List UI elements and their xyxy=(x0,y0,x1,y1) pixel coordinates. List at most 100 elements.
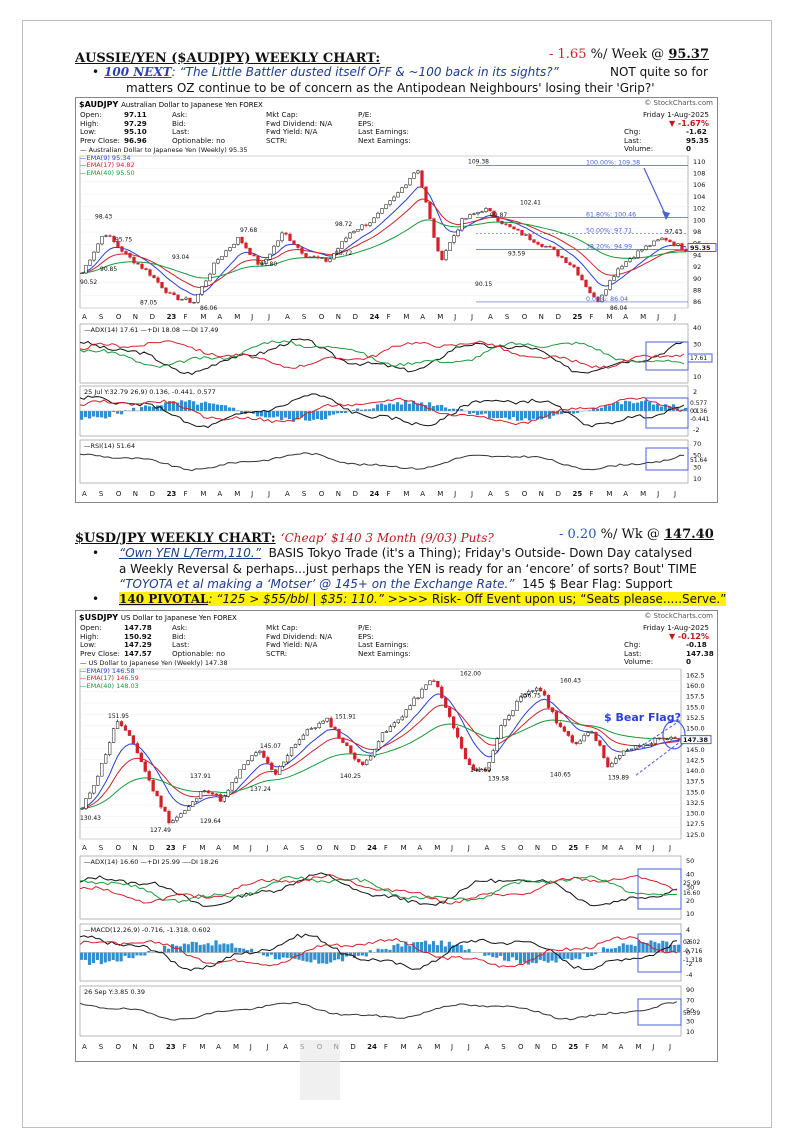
macd-histogram-bar xyxy=(120,411,124,415)
candle-body xyxy=(135,743,139,754)
quote-value: 147.29 xyxy=(124,640,152,649)
highlight-box xyxy=(637,998,682,1026)
candle-body xyxy=(668,239,672,243)
macd-histogram-bar xyxy=(436,405,440,411)
candle-body xyxy=(360,224,364,230)
adx-tag: 25.99 xyxy=(683,880,700,887)
price-axis-label: 137.5 xyxy=(686,778,705,786)
macd-histogram-bar xyxy=(332,411,336,415)
x-axis-label: O xyxy=(116,313,122,321)
x-axis-label: N xyxy=(336,313,341,321)
macd-histogram-bar xyxy=(139,952,143,956)
indicator-line xyxy=(79,393,685,429)
candle-body xyxy=(600,294,604,302)
candle-body xyxy=(293,743,298,748)
candle-body xyxy=(204,280,208,287)
x-axis-label: 25 xyxy=(568,1043,578,1051)
macd-histogram-bar xyxy=(566,952,570,959)
price-label: 160.43 xyxy=(560,677,581,684)
x-axis-label: A xyxy=(283,1043,288,1051)
macd-histogram-bar xyxy=(528,411,532,421)
page-frame xyxy=(22,20,772,1128)
adx-tag-box xyxy=(687,353,713,363)
macd-histogram-bar xyxy=(88,411,92,419)
quote-right-value: -0.18 xyxy=(686,640,707,649)
quote-mid-item: Optionable: no xyxy=(172,648,226,658)
macd-histogram-bar xyxy=(492,411,496,419)
macd-histogram-bar xyxy=(333,952,337,961)
x-axis-label: J xyxy=(450,1043,453,1051)
quote-label: High: xyxy=(80,118,99,128)
section2-b2-lead: 140 PIVOTAL xyxy=(119,592,209,606)
quote-right-value: -1.62 xyxy=(686,127,707,136)
x-axis-label: N xyxy=(539,490,544,498)
section2-b1-text: BASIS Tokyo Trade (it's a Thing); Friday… xyxy=(268,546,693,560)
candle-body xyxy=(328,258,332,262)
candle-body xyxy=(234,777,238,783)
x-axis-label: F xyxy=(384,844,388,852)
quote-right-label: Last: xyxy=(624,648,642,658)
candle-body xyxy=(388,200,392,205)
macd-histogram-bar xyxy=(621,943,625,953)
price-label: 151.95 xyxy=(108,713,129,720)
macd-histogram-bar xyxy=(95,952,99,961)
x-axis-label: 24 xyxy=(367,844,377,852)
candle-body xyxy=(404,184,408,189)
macd-histogram-bar xyxy=(499,952,503,956)
x-axis-label: F xyxy=(585,1043,589,1051)
x-axis-label: M xyxy=(434,1043,440,1051)
candle-body xyxy=(400,187,404,193)
section2-bullet1-line1: • “Own YEN L/Term,110.” BASIS Tokyo Trad… xyxy=(92,546,693,560)
macd-histogram-bar xyxy=(220,404,224,411)
usdjpy-chart: 162.5160.0157.5155.0152.5150.0147.5145.0… xyxy=(75,610,718,1062)
macd-histogram-bar xyxy=(412,942,416,953)
section1-bullet-line1: • 100 NEXT: “The Little Battler dusted i… xyxy=(92,65,708,79)
macd-histogram-bar xyxy=(202,944,206,953)
candle-body xyxy=(508,224,512,228)
macd-histogram-bar xyxy=(176,402,180,411)
x-axis-label: D xyxy=(149,1043,154,1051)
candle-body xyxy=(520,229,524,236)
macd-histogram-bar xyxy=(140,407,144,411)
macd-histogram-bar xyxy=(108,411,112,417)
candle-body xyxy=(606,757,610,768)
macd-histogram-bar xyxy=(423,940,428,953)
macd-histogram-bar xyxy=(297,952,301,960)
candle-body xyxy=(400,716,404,721)
candle-body xyxy=(115,721,120,729)
candle-body xyxy=(324,257,328,262)
x-axis-label: O xyxy=(116,1043,122,1051)
candle-body xyxy=(645,744,650,746)
candle-body xyxy=(568,262,572,266)
quote-right-label: Chg: xyxy=(624,640,641,649)
rsi-axis-label: 70 xyxy=(686,997,694,1005)
x-axis-label: F xyxy=(183,490,187,498)
chart2-watermark: © StockCharts.com xyxy=(644,612,713,620)
candle-body xyxy=(629,748,634,751)
macd-histogram-bar xyxy=(228,407,232,411)
candle-body xyxy=(476,211,480,215)
x-axis-label: A xyxy=(619,1043,624,1051)
macd-histogram-bar xyxy=(340,411,344,414)
candle-body xyxy=(304,253,308,258)
macd-histogram-bar xyxy=(321,952,325,964)
macd-histogram-bar xyxy=(260,411,264,417)
quote-right-value: 95.35 xyxy=(686,135,709,145)
macd-histogram-bar xyxy=(166,948,171,953)
x-axis-label: M xyxy=(635,844,641,852)
macd-histogram-bar xyxy=(292,411,296,422)
macd-histogram-bar xyxy=(665,941,669,953)
candle-body xyxy=(459,736,464,749)
rsi-axis-label: 10 xyxy=(693,475,701,483)
candle-body xyxy=(136,262,140,265)
candle-body xyxy=(456,229,460,237)
candle-body xyxy=(560,255,564,258)
macd-histogram-bar xyxy=(508,411,512,420)
candle-body xyxy=(167,811,171,824)
macd-histogram-bar xyxy=(392,945,396,953)
x-axis-label: D xyxy=(353,313,358,321)
candle-body xyxy=(353,752,357,760)
chart1-pct: ▼ -1.67% xyxy=(668,119,709,128)
macd-histogram-bar xyxy=(376,404,380,411)
macd-histogram-bar xyxy=(641,942,645,953)
